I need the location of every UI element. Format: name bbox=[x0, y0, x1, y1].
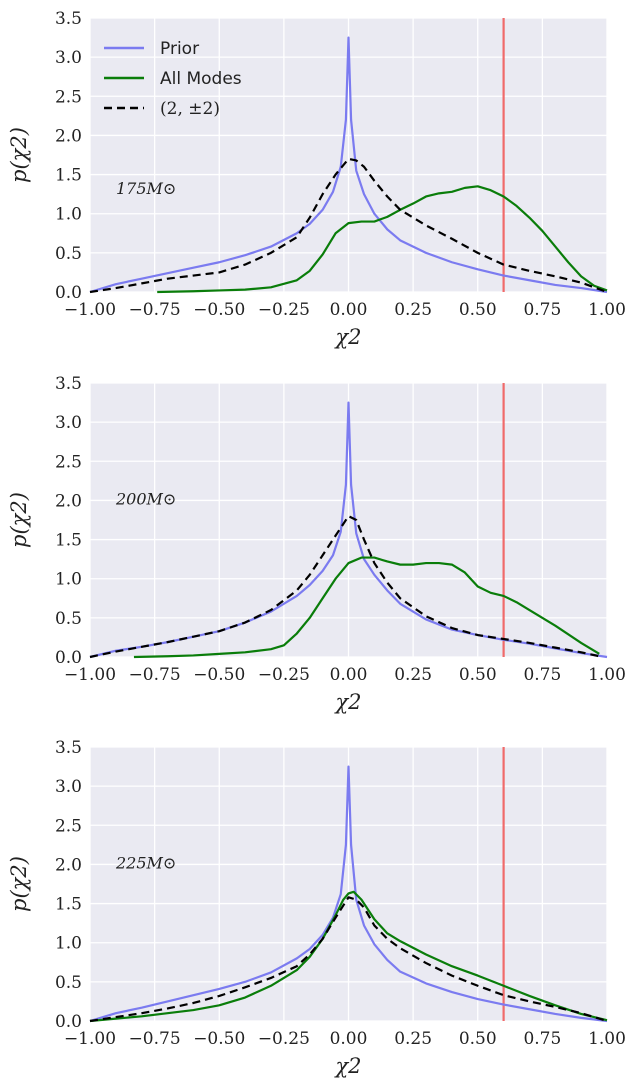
y-tick-label: 1.5 bbox=[55, 531, 82, 551]
mass-annotation: 175M⊙ bbox=[116, 179, 176, 198]
y-tick-label: 3.5 bbox=[55, 9, 82, 29]
series-line-all-modes bbox=[133, 556, 600, 659]
x-tick-label: 0.50 bbox=[459, 300, 497, 320]
x-tick-label: −1.00 bbox=[64, 1029, 116, 1049]
y-tick-label: 3.5 bbox=[55, 374, 82, 394]
series-line-all-modes bbox=[157, 185, 608, 294]
y-tick-label: 3.5 bbox=[55, 738, 82, 758]
mass-annotation: 225M⊙ bbox=[115, 853, 176, 872]
x-tick-label: −0.25 bbox=[258, 300, 310, 320]
y-axis-label: p(χ2) bbox=[7, 127, 31, 183]
x-tick-label: 0.75 bbox=[523, 1029, 561, 1049]
series-line-prior bbox=[89, 36, 608, 294]
series-line-all-modes bbox=[89, 890, 608, 1023]
x-tick-label: 0.75 bbox=[523, 665, 561, 685]
y-tick-label: 1.5 bbox=[55, 166, 82, 186]
x-tick-label: −0.50 bbox=[193, 665, 245, 685]
x-tick-label: 0.50 bbox=[459, 1029, 497, 1049]
y-axis-label: p(χ2) bbox=[7, 492, 31, 548]
x-tick-label: 0.00 bbox=[330, 1029, 368, 1049]
x-tick-label: 0.50 bbox=[459, 665, 497, 685]
x-tick-label: 0.25 bbox=[394, 300, 432, 320]
x-tick-label: −0.50 bbox=[193, 1029, 245, 1049]
x-tick-label: −0.75 bbox=[129, 1029, 181, 1049]
y-tick-label: 3.0 bbox=[55, 48, 82, 68]
y-tick-label: 1.0 bbox=[55, 934, 82, 954]
x-tick-label: 0.25 bbox=[394, 665, 432, 685]
x-tick-label: −0.75 bbox=[129, 300, 181, 320]
series-line-mode-22 bbox=[89, 157, 608, 294]
y-tick-label: 2.0 bbox=[55, 126, 82, 146]
chart-panel-2: −1.00 −0.75 −0.50 −0.25 0.00 0.25 0.50 0.75 1.00… bbox=[7, 374, 626, 714]
x-axis-label: χ2 bbox=[333, 1054, 361, 1078]
mass-annotation: 200M⊙ bbox=[115, 489, 176, 508]
y-tick-label: 0.5 bbox=[55, 973, 82, 993]
x-tick-label: 0.00 bbox=[330, 665, 368, 685]
x-tick-label: −0.25 bbox=[258, 1029, 310, 1049]
y-tick-label: 2.5 bbox=[55, 816, 82, 836]
x-tick-label: 1.00 bbox=[588, 300, 626, 320]
y-tick-label: 1.0 bbox=[55, 570, 82, 590]
x-tick-label: −1.00 bbox=[64, 665, 116, 685]
y-tick-label: 0.0 bbox=[55, 283, 82, 303]
legend-label: Prior bbox=[160, 39, 199, 59]
x-tick-label: 0.25 bbox=[394, 1029, 432, 1049]
series-line-mode-22 bbox=[89, 514, 600, 659]
y-tick-label: 0.5 bbox=[55, 609, 82, 629]
y-tick-label: 2.5 bbox=[55, 452, 82, 472]
x-tick-label: −0.50 bbox=[193, 300, 245, 320]
y-tick-label: 3.0 bbox=[55, 777, 82, 797]
x-tick-label: 1.00 bbox=[588, 665, 626, 685]
y-axis-label: p(χ2) bbox=[7, 856, 31, 912]
chart-panel-3: −1.00 −0.75 −0.50 −0.25 0.00 0.25 0.50 0.75 1.00… bbox=[7, 738, 626, 1078]
x-tick-label: 0.00 bbox=[330, 300, 368, 320]
x-tick-label: 1.00 bbox=[588, 1029, 626, 1049]
y-tick-label: 2.0 bbox=[55, 855, 82, 875]
chart-panel-1: −1.00 −0.75 −0.50 −0.25 0.00 0.25 0.50 0.75 1.00… bbox=[7, 9, 626, 349]
y-tick-label: 2.5 bbox=[55, 87, 82, 107]
y-tick-label: 0.5 bbox=[55, 244, 82, 264]
x-tick-label: −0.25 bbox=[258, 665, 310, 685]
series-line-prior bbox=[89, 765, 608, 1023]
x-axis-label: χ2 bbox=[333, 690, 361, 714]
y-tick-label: 1.5 bbox=[55, 895, 82, 915]
x-tick-label: −1.00 bbox=[64, 300, 116, 320]
y-tick-label: 0.0 bbox=[55, 648, 82, 668]
x-tick-label: −0.75 bbox=[129, 665, 181, 685]
legend: Prior All Modes (2, ±2) bbox=[104, 39, 242, 119]
y-tick-label: 1.0 bbox=[55, 205, 82, 225]
y-tick-label: 2.0 bbox=[55, 491, 82, 511]
y-tick-label: 3.0 bbox=[55, 413, 82, 433]
x-axis-label: χ2 bbox=[333, 325, 361, 349]
y-tick-label: 0.0 bbox=[55, 1012, 82, 1032]
legend-label: (2, ±2) bbox=[160, 99, 220, 119]
legend-label: All Modes bbox=[160, 69, 242, 89]
series-line-mode-22 bbox=[89, 896, 608, 1023]
x-tick-label: 0.75 bbox=[523, 300, 561, 320]
